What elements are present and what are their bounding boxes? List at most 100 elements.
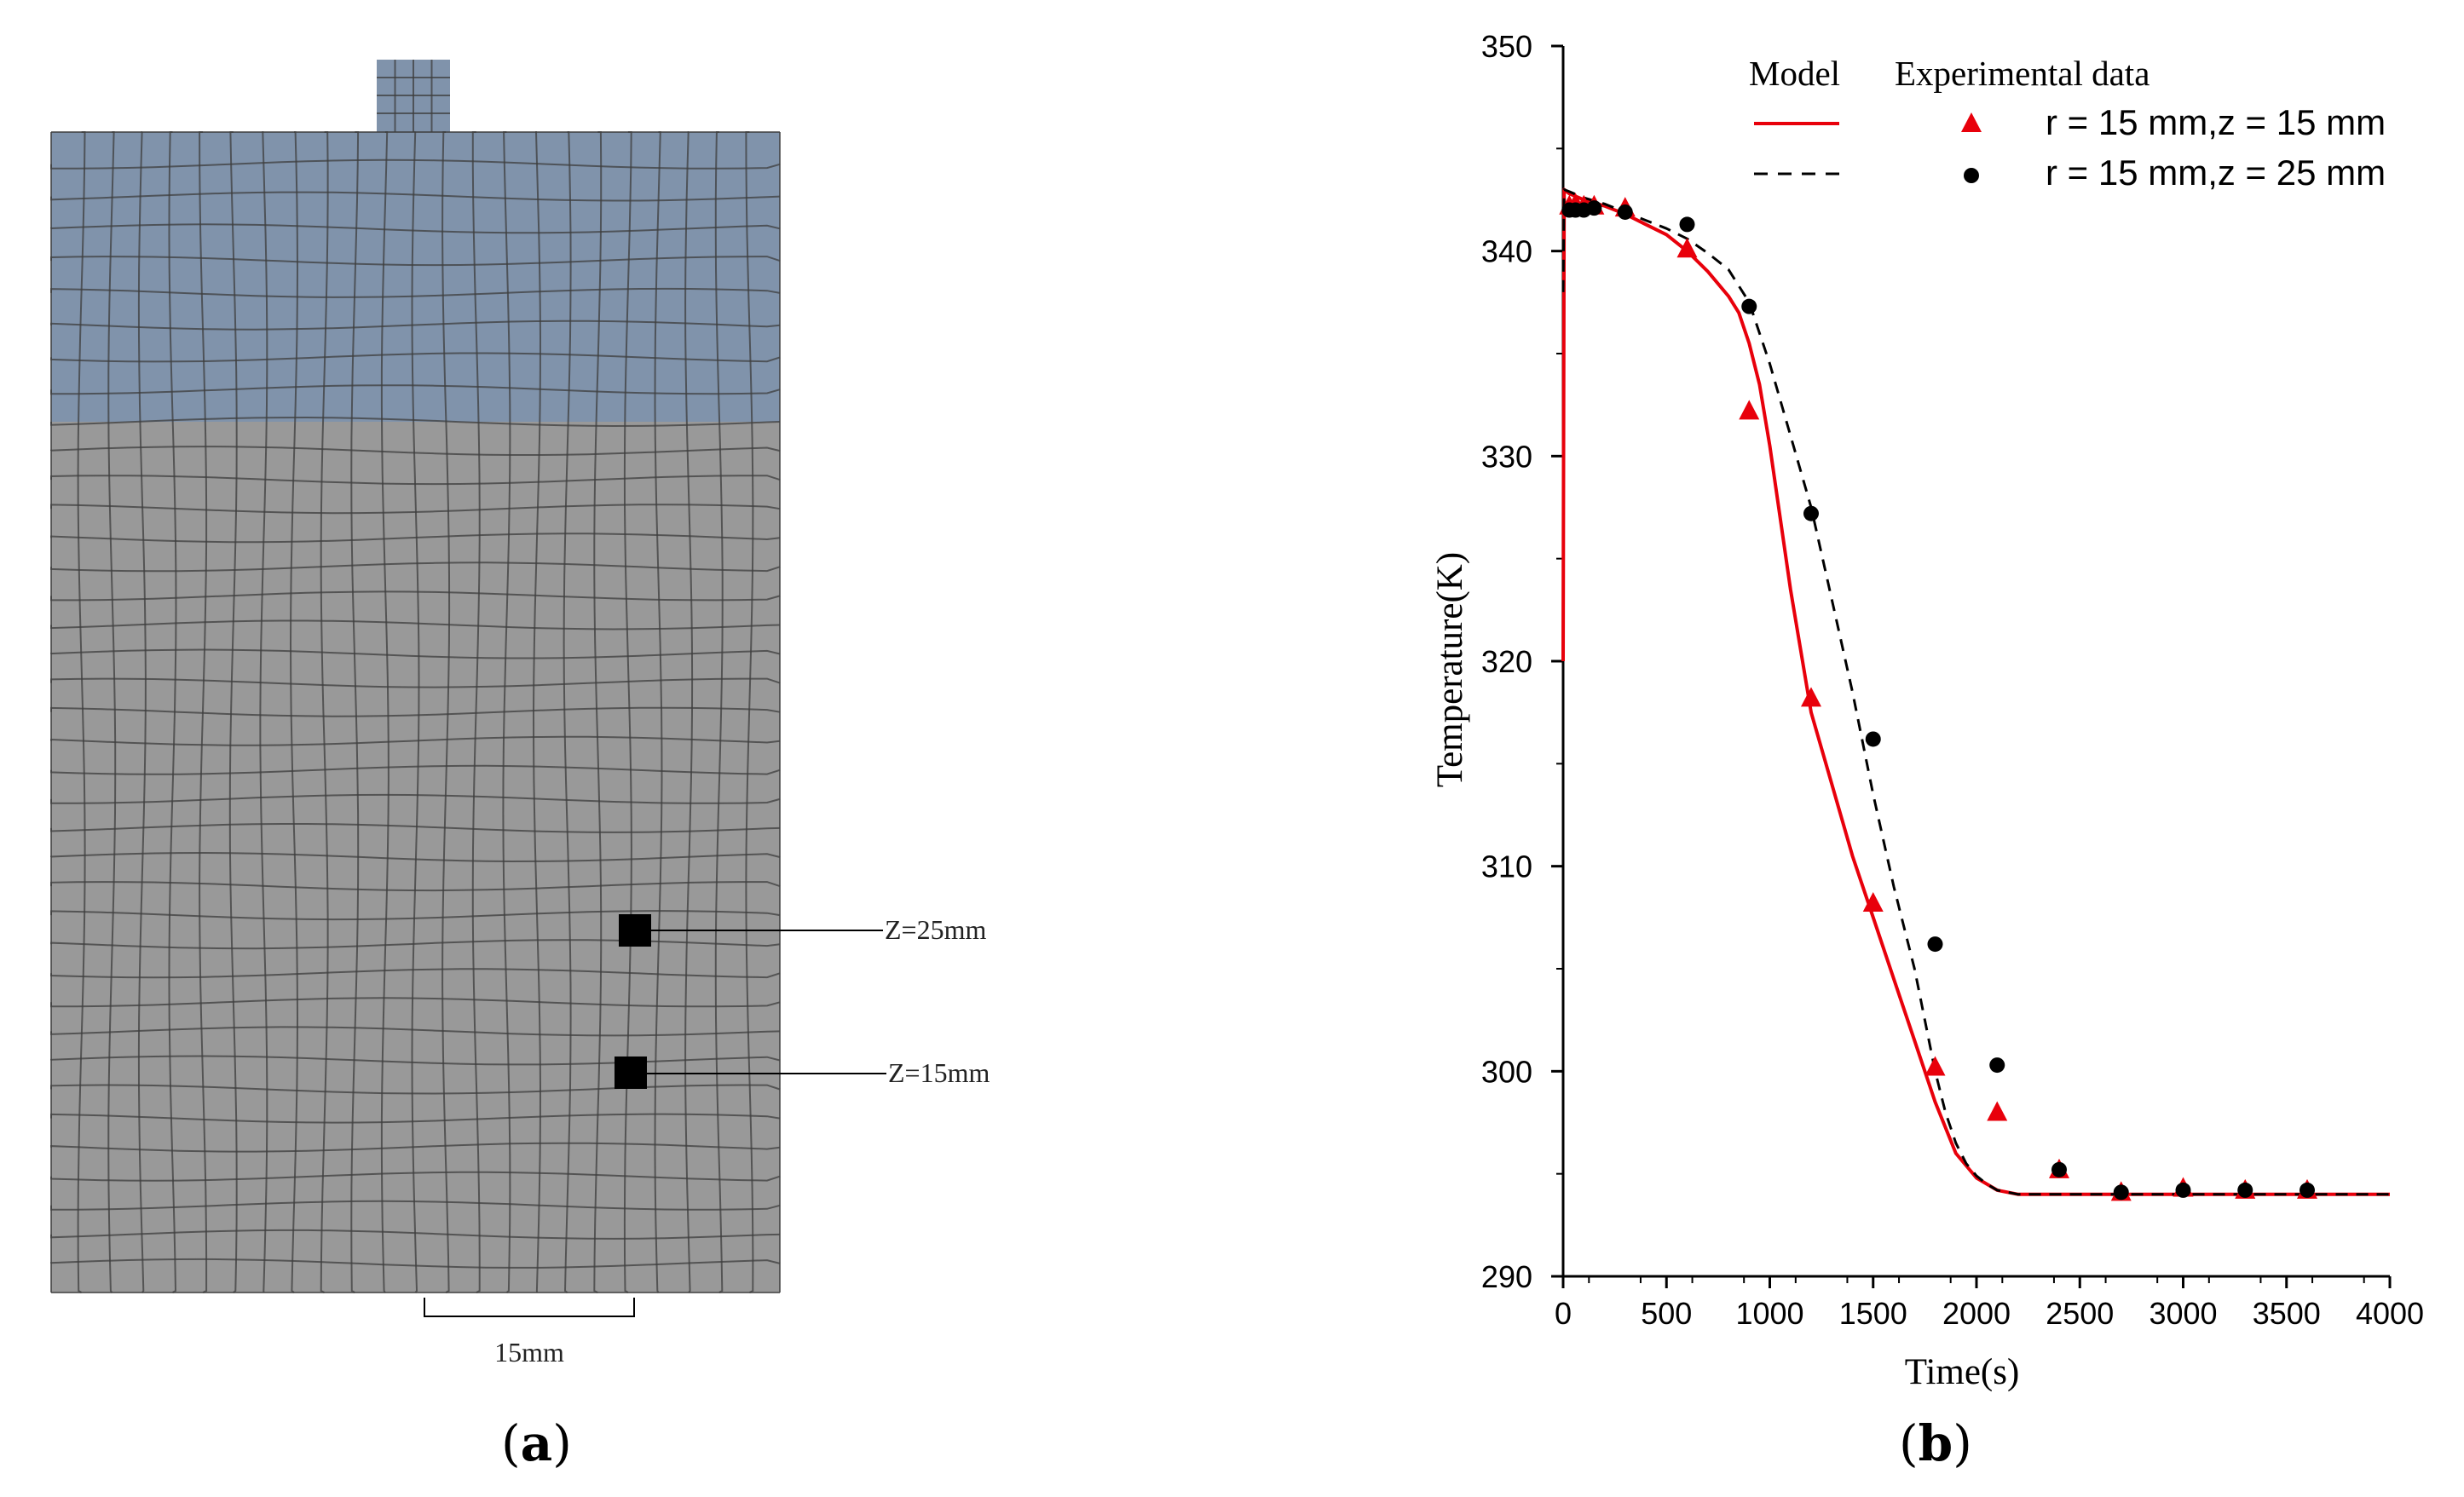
mesh-line [50, 191, 781, 202]
mesh-line [654, 131, 663, 1293]
mesh-line [350, 131, 360, 1293]
y-tick-label: 300 [1481, 1054, 1532, 1089]
mesh-line [50, 475, 781, 486]
legend-marker-circle [1964, 168, 1979, 183]
mesh-line [411, 131, 420, 1293]
mesh-line [50, 1229, 781, 1240]
mesh-line [50, 561, 781, 573]
mesh-line [50, 533, 781, 544]
data-point-circle [1865, 731, 1881, 747]
sensor-label-z15: Z=15mm [888, 1057, 990, 1088]
mesh-line [50, 1026, 781, 1037]
x-axis-label: Time(s) [1905, 1352, 2020, 1392]
mesh-line [50, 416, 781, 428]
x-tick-label: 1000 [1735, 1296, 1803, 1331]
y-tick-label: 340 [1481, 234, 1532, 269]
y-tick-label: 330 [1481, 439, 1532, 474]
mesh-line [50, 590, 781, 602]
x-tick-label: 2500 [2046, 1296, 2114, 1331]
scale-label: 15mm [494, 1337, 564, 1367]
x-tick-label: 3000 [2149, 1296, 2217, 1331]
sensor-point-z25 [619, 914, 651, 947]
caption-b: (b) [1899, 1414, 1972, 1472]
mesh-line [50, 823, 781, 833]
caption-a: (a) [501, 1414, 572, 1472]
mesh-line [471, 131, 481, 1293]
marker-layer [1559, 193, 2317, 1201]
temperature-chart: 0 500 1000 1500 2000 2500 3000 3500 4000 290 300 31… [1430, 29, 2424, 1392]
data-point-circle [2237, 1182, 2253, 1198]
x-tick-label: 0 [1555, 1296, 1572, 1331]
y-tick-label: 290 [1481, 1259, 1532, 1294]
data-point-circle [1927, 936, 1943, 953]
x-tick-label: 1500 [1839, 1296, 1907, 1331]
data-point-triangle [1987, 1101, 2008, 1121]
mesh-line [199, 131, 208, 1293]
mesh-line [50, 851, 781, 863]
mesh-line [50, 1258, 781, 1269]
mesh-line [563, 131, 572, 1293]
mesh-line [50, 735, 781, 746]
data-point-triangle [1924, 1056, 1946, 1076]
legend-model-heading: Model [1749, 54, 1840, 93]
mesh-line [50, 1142, 781, 1153]
mesh-line [50, 320, 781, 331]
data-point-circle [1586, 200, 1602, 216]
mesh-grid-lines [50, 60, 781, 1293]
mesh-line [50, 793, 781, 804]
mesh-line [50, 1171, 781, 1182]
mesh-line [745, 131, 754, 1293]
x-tick-label: 3500 [2253, 1296, 2321, 1331]
data-point-triangle [1862, 891, 1884, 912]
caption-b-letter: b [1918, 1414, 1953, 1472]
caption-a-open: ( [501, 1414, 521, 1472]
data-point-circle [1679, 216, 1695, 233]
data-point-circle [2113, 1184, 2129, 1200]
mesh-line [50, 997, 781, 1008]
caption-a-close: ) [552, 1414, 572, 1472]
legend-entry-z25: r = 15 mm,z = 25 mm [2046, 153, 2386, 193]
mesh-line [50, 1084, 781, 1095]
mesh-line [380, 131, 390, 1293]
mesh-line [623, 131, 632, 1293]
sensor-label-z25: Z=25mm [885, 914, 986, 945]
data-point-circle [1803, 505, 1819, 521]
scale-bracket [424, 1298, 635, 1317]
y-tick-label: 310 [1481, 849, 1532, 884]
mesh-body [51, 60, 780, 1293]
mesh-line [50, 648, 781, 659]
data-point-circle [1617, 204, 1633, 220]
x-tick-label: 2000 [1942, 1296, 2011, 1331]
mesh-line [50, 446, 781, 456]
data-point-circle [2300, 1182, 2315, 1198]
y-tick-label: 350 [1481, 29, 1532, 64]
caption-a-letter: a [520, 1414, 553, 1472]
mesh-line [50, 287, 781, 298]
mesh-line [259, 131, 268, 1293]
mesh-line [50, 677, 781, 688]
mesh-line [50, 504, 781, 515]
data-point-circle [1741, 298, 1757, 314]
mesh-line [50, 223, 781, 234]
ticks: 0 500 1000 1500 2000 2500 3000 3500 4000 290 300 31… [1481, 29, 2424, 1331]
mesh-line [320, 131, 329, 1293]
legend: Model Experimental data r = 15 mm,z = 15… [1749, 54, 2386, 193]
mesh-line [50, 256, 781, 267]
mesh-line [50, 881, 781, 892]
mesh-line [50, 939, 781, 950]
mesh-line [50, 1055, 781, 1066]
legend-marker-triangle [1961, 112, 1982, 132]
x-tick-label: 500 [1641, 1296, 1692, 1331]
series-line-0 [1561, 187, 2390, 1196]
mesh-line [593, 131, 603, 1293]
data-point-circle [2175, 1182, 2191, 1198]
data-point-triangle [1801, 687, 1821, 707]
mesh-line [289, 131, 299, 1293]
series-line-1 [1561, 188, 2390, 1196]
mesh-line [50, 764, 781, 775]
data-point-triangle [1676, 238, 1698, 258]
x-tick-label: 4000 [2356, 1296, 2424, 1331]
data-point-triangle [1739, 400, 1760, 420]
mesh-line [50, 352, 781, 363]
legend-entry-z15: r = 15 mm,z = 15 mm [2046, 102, 2386, 142]
